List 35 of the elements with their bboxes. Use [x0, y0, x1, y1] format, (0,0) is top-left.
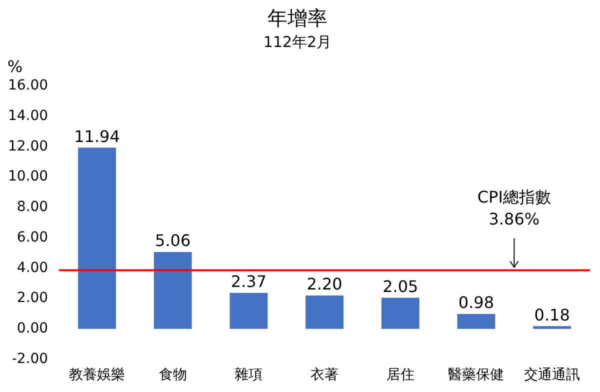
- chart-title: 年增率: [268, 6, 328, 30]
- ref-line-label: CPI總指數 3.86%: [477, 187, 551, 228]
- y-tick-label: 14.00: [8, 108, 48, 124]
- data-label: 5.06: [155, 231, 191, 250]
- y-tick-label: 8.00: [16, 199, 48, 216]
- x-tick-label: 居住: [386, 367, 414, 384]
- y-tick-label: -2.00: [12, 350, 48, 367]
- x-tick-label: 雜項: [234, 367, 263, 384]
- bar: [306, 295, 344, 329]
- x-tick-label: 交通通訊: [524, 367, 580, 384]
- chart-subtitle: 112年2月: [263, 32, 332, 51]
- bar: [533, 326, 572, 329]
- y-tick-label: 10.00: [8, 168, 48, 185]
- y-tick-label: 2.00: [16, 290, 48, 306]
- bar: [78, 148, 116, 329]
- x-tick-label: 醫藥保健: [448, 367, 504, 384]
- y-tick-label: 12.00: [8, 138, 48, 154]
- bar: [154, 252, 192, 329]
- y-tick-label: 16.00: [8, 78, 48, 94]
- bar: [230, 292, 268, 329]
- data-label: 0.18: [534, 305, 570, 324]
- data-label: 2.05: [382, 276, 418, 296]
- bar: [381, 298, 420, 329]
- y-tick-label: 4.00: [16, 260, 48, 276]
- data-label: 11.94: [74, 126, 120, 146]
- x-tick-label: 衣著: [310, 367, 339, 384]
- bar: [457, 314, 496, 329]
- y-axis-title: %: [7, 57, 23, 76]
- data-label: 2.37: [230, 272, 267, 292]
- y-tick-label: 0.00: [16, 320, 48, 336]
- data-label: 2.20: [306, 274, 342, 294]
- x-tick-label: 教養娛樂: [69, 367, 125, 384]
- y-tick-label: 6.00: [16, 229, 48, 246]
- data-label: 0.98: [458, 293, 494, 312]
- x-tick-label: 食物: [158, 367, 187, 384]
